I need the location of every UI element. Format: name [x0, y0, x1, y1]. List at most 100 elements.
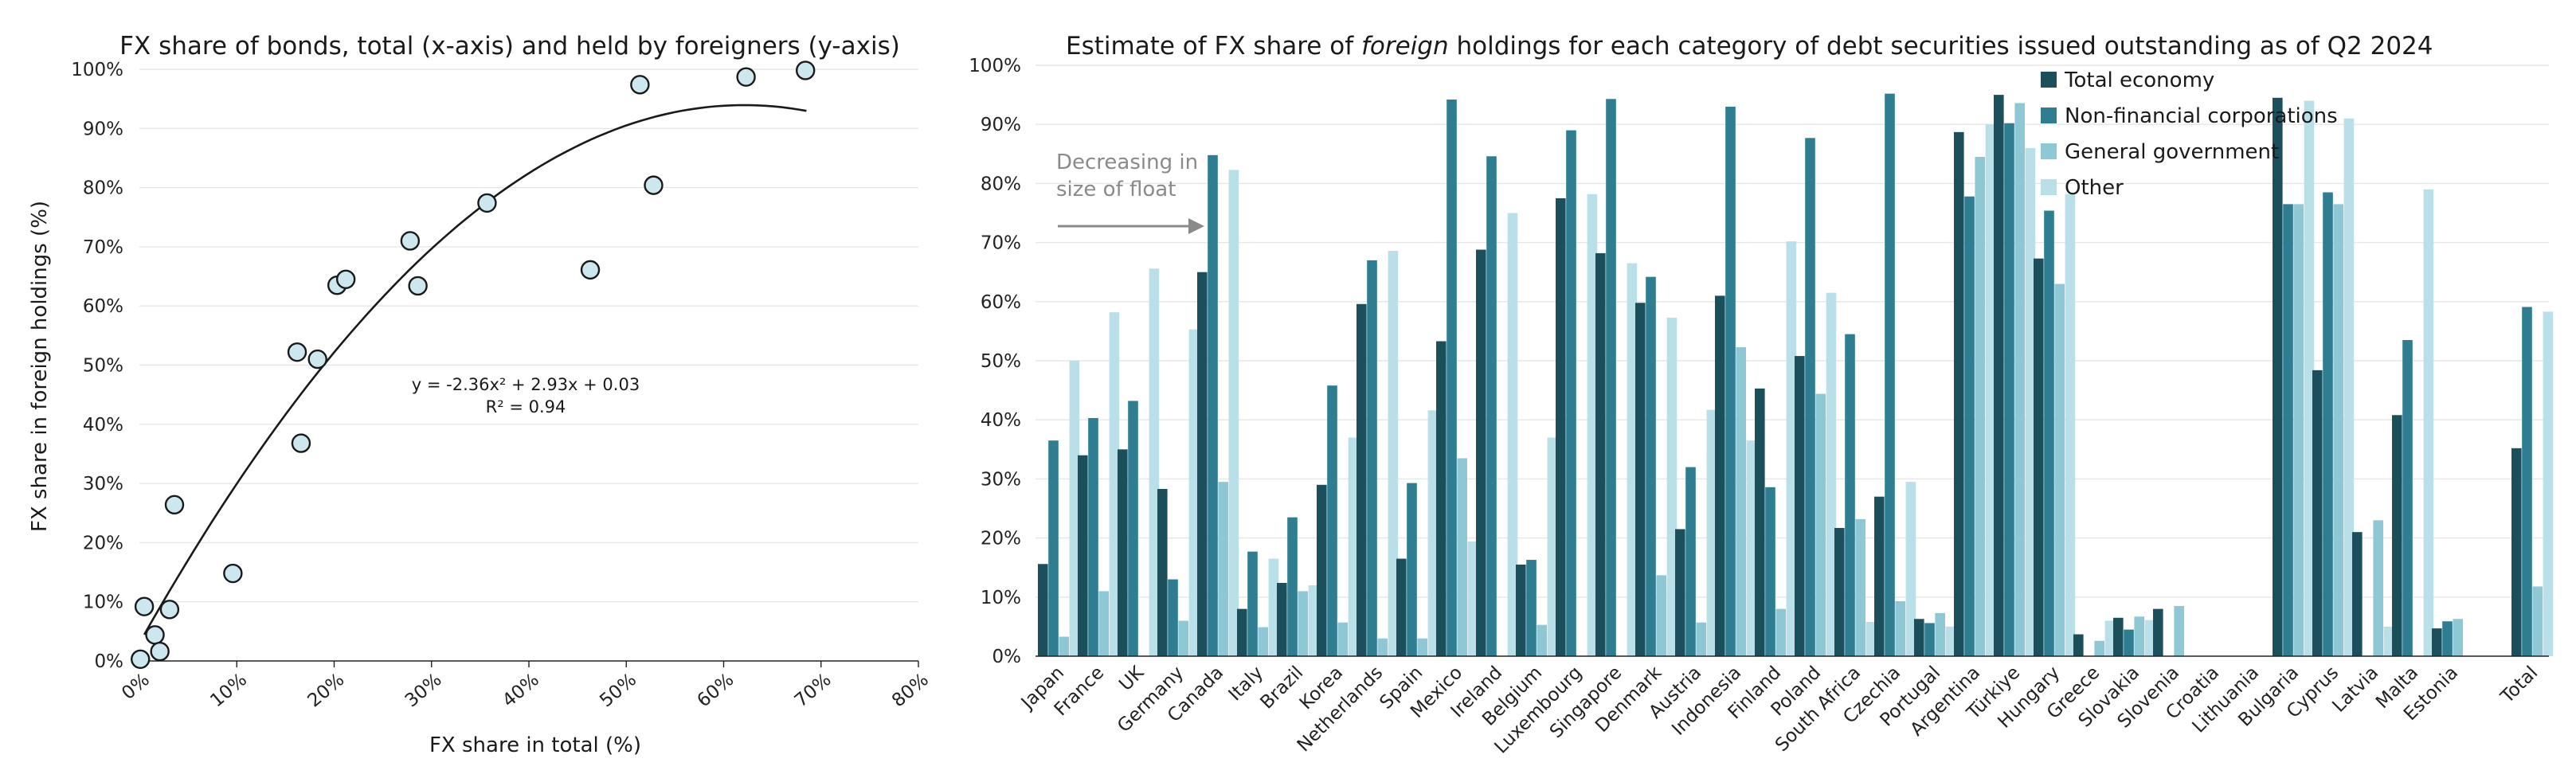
bar	[2004, 123, 2014, 656]
bar-y-tick-label: 60%	[981, 292, 1021, 313]
scatter-point	[159, 600, 180, 620]
bar	[2054, 283, 2065, 656]
scatter-point	[580, 260, 601, 280]
bar	[2352, 532, 2363, 656]
bar	[1537, 624, 1547, 656]
bar	[1486, 156, 1497, 656]
bar	[1765, 487, 1775, 656]
scatter-point	[736, 67, 756, 87]
bar	[1975, 157, 1985, 656]
bar	[1258, 627, 1268, 656]
bar	[1109, 312, 1120, 656]
bar	[1476, 249, 1486, 656]
bar	[1436, 341, 1447, 656]
bar	[2153, 608, 2163, 656]
bar	[1069, 361, 1080, 656]
bar	[1964, 196, 1975, 656]
scatter-y-tick-label: 70%	[83, 237, 123, 258]
scatter-x-tick-label: 40%	[499, 670, 543, 712]
bar-y-tick-label: 80%	[981, 174, 1021, 194]
bar	[1656, 575, 1666, 656]
scatter-x-tick-label: 10%	[206, 670, 251, 712]
bar	[2383, 626, 2394, 656]
bar-y-tick-label: 50%	[981, 351, 1021, 372]
scatter-y-tick-label: 100%	[71, 60, 123, 80]
scatter-x-tick-label: 0%	[118, 670, 154, 704]
bar	[1795, 356, 1805, 656]
bar	[2423, 189, 2434, 656]
scatter-chart: FX share of bonds, total (x-axis) and he…	[28, 32, 933, 757]
bar	[1885, 93, 1895, 657]
bar-chart-title-end: holdings for each category of debt secur…	[1449, 32, 2433, 61]
bar	[1208, 154, 1218, 656]
legend-label: General government	[2065, 140, 2279, 164]
bar	[1237, 608, 1247, 656]
bar	[2044, 210, 2054, 657]
bar-category-label: Brazil	[1256, 663, 1307, 714]
bar-y-tick-label: 10%	[981, 588, 1021, 608]
bar	[1874, 496, 1885, 656]
scatter-points	[131, 61, 816, 669]
bar	[1268, 558, 1279, 656]
bar	[2025, 147, 2036, 656]
bar	[1088, 417, 1098, 656]
legend-label: Total economy	[2064, 68, 2214, 92]
bar	[1218, 482, 1228, 656]
bar	[1954, 131, 1964, 656]
bar	[1427, 410, 1439, 656]
scatter-point	[400, 231, 421, 251]
bar	[1197, 272, 1208, 656]
bar	[2124, 629, 2134, 656]
bar	[2174, 605, 2184, 656]
bar	[2392, 415, 2402, 656]
bar	[1905, 482, 1916, 656]
bar	[2113, 617, 2124, 656]
bar	[1467, 542, 1478, 656]
bar-chart-title-start: Estimate of FX share of	[1066, 32, 1361, 61]
scatter-point	[630, 75, 650, 95]
bar	[1348, 437, 1359, 656]
scatter-point	[223, 563, 243, 584]
bar	[1447, 100, 1457, 656]
bar	[2073, 634, 2084, 656]
scatter-point	[644, 175, 664, 195]
bars	[1038, 93, 2554, 657]
bar-y-tick-labels: 0% 10% 20% 30% 40% 50% 60% 70% 80% 90% 100%	[969, 56, 1021, 667]
bar	[1715, 295, 1725, 656]
bar	[2323, 192, 2333, 656]
bar-y-tick-label: 40%	[981, 410, 1021, 431]
scatter-y-tick-label: 90%	[83, 119, 123, 139]
bar	[1746, 440, 1757, 656]
bar	[1556, 197, 1566, 656]
bar	[1755, 388, 1765, 656]
bar	[1228, 170, 1239, 657]
bar	[1845, 334, 1855, 656]
scatter-point	[150, 641, 170, 662]
bar	[1635, 303, 1646, 656]
scatter-point	[164, 495, 185, 515]
scatter-point	[408, 276, 428, 296]
legend-label: Non-financial corporations	[2065, 104, 2338, 128]
bar	[1298, 591, 1308, 656]
bar	[1118, 449, 1128, 656]
bar	[1826, 292, 1837, 656]
bar	[1566, 130, 1576, 656]
bar	[1945, 626, 1956, 656]
scatter-y-tick-label: 80%	[83, 178, 123, 199]
bar	[1547, 437, 1558, 656]
bar-category-label: Total	[2496, 663, 2542, 708]
bar	[2333, 204, 2343, 656]
bar	[2511, 448, 2522, 656]
scatter-trendline	[143, 104, 807, 635]
legend-label: Other	[2065, 176, 2124, 200]
bar	[1595, 252, 1606, 656]
scatter-x-axis-label: FX share in total (%)	[429, 733, 641, 757]
bar-legend: Total economy Non-financial corporations G…	[2041, 68, 2338, 200]
bar	[2373, 520, 2383, 656]
bar	[1855, 518, 1865, 656]
scatter-y-tick-label: 50%	[83, 356, 123, 377]
bar	[1367, 260, 1377, 656]
bar	[1457, 458, 1467, 656]
bar-y-tick-label: 20%	[981, 529, 1021, 549]
scatter-x-tick-label: 20%	[303, 670, 348, 712]
